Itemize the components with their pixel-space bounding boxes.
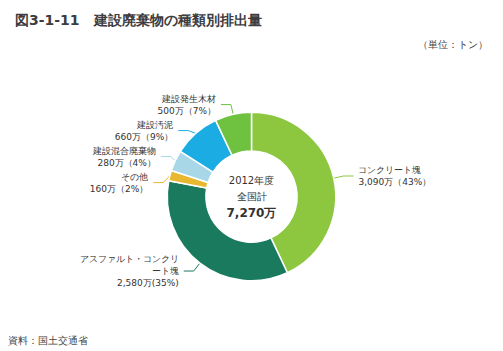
svg-text:3,090万（43%）: 3,090万（43%）	[358, 177, 431, 187]
svg-text:2,580万(35%): 2,580万(35%)	[117, 278, 179, 288]
svg-text:280万（4%）: 280万（4%）	[97, 158, 155, 168]
svg-text:アスファルト・コンクリ: アスファルト・コンクリ	[80, 254, 179, 264]
svg-text:2012年度: 2012年度	[229, 175, 274, 186]
svg-text:建設混合廃棄物: 建設混合廃棄物	[92, 146, 156, 156]
svg-text:コンクリート塊: コンクリート塊	[358, 165, 421, 175]
svg-text:その他: その他	[121, 172, 148, 182]
svg-text:7,270万: 7,270万	[227, 206, 277, 220]
svg-text:160万（2%）: 160万（2%）	[90, 184, 148, 194]
svg-text:500万（7%）: 500万（7%）	[157, 106, 215, 116]
svg-text:ート塊: ート塊	[152, 266, 179, 276]
svg-text:660万（9%）: 660万（9%）	[115, 132, 173, 142]
svg-text:建設汚泥: 建設汚泥	[136, 120, 173, 130]
svg-text:図3-1-11 建設廃棄物の種類別排出量: 図3-1-11 建設廃棄物の種類別排出量	[15, 12, 262, 28]
svg-text:資料：国土交通省: 資料：国土交通省	[8, 335, 88, 346]
svg-text:（単位：トン）: （単位：トン）	[418, 39, 488, 50]
svg-text:建設発生木材: 建設発生木材	[161, 94, 216, 104]
svg-text:全国計: 全国計	[237, 191, 267, 202]
